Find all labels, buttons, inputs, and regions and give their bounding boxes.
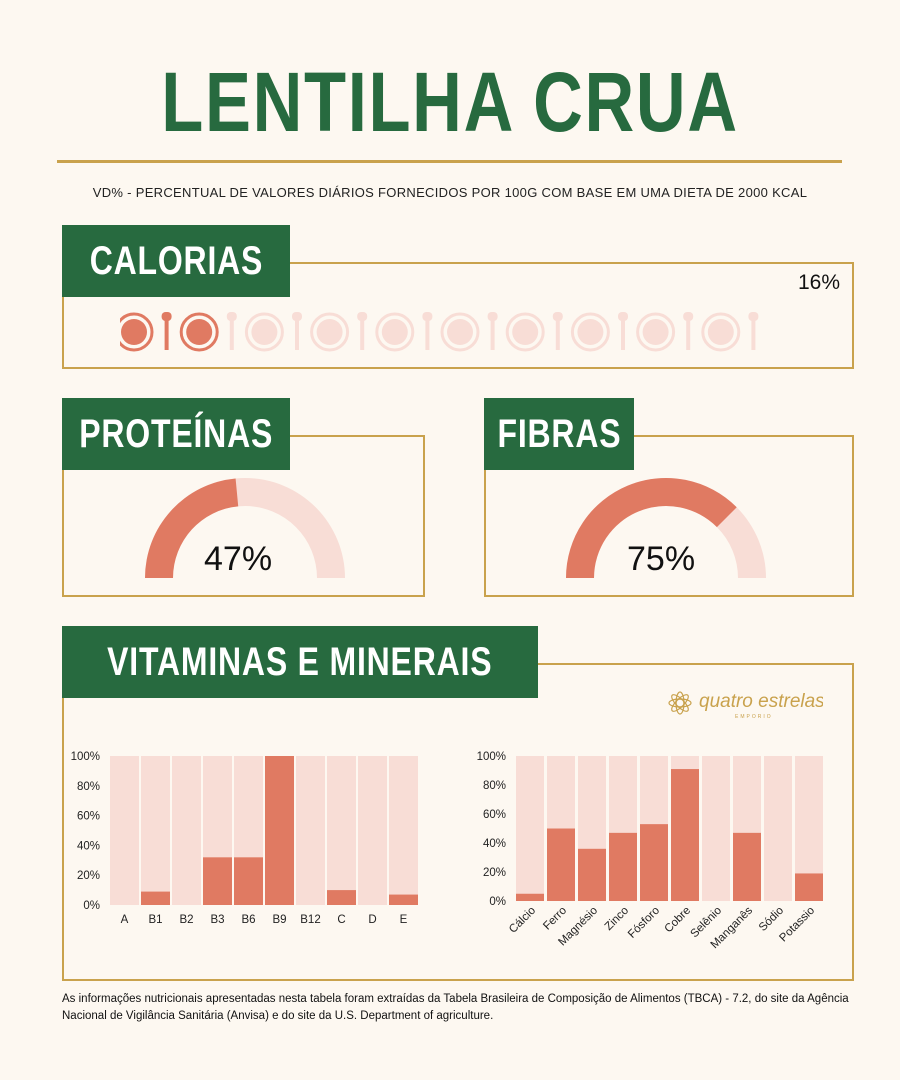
y-tick-label: 60% — [483, 809, 506, 821]
plate-icon — [487, 312, 498, 350]
bar-track — [327, 756, 356, 905]
fibras-label: FIBRAS — [484, 398, 634, 470]
bar — [609, 832, 637, 901]
subtitle: VD% - PERCENTUAL DE VALORES DIÁRIOS FORN… — [92, 185, 808, 200]
proteinas-percent: 47% — [204, 540, 273, 578]
logo-text: quatro estrelas — [699, 691, 823, 712]
x-tick-label: B1 — [148, 914, 162, 926]
plate-icon — [683, 312, 694, 350]
plate-icon — [375, 312, 415, 352]
bar-track — [296, 756, 325, 905]
bar-track — [110, 756, 139, 905]
x-tick-label: A — [121, 914, 129, 926]
bar-track — [141, 756, 170, 905]
footer-source-note: As informações nutricionais apresentadas… — [62, 993, 849, 1022]
x-tick-label: B3 — [210, 914, 224, 926]
bar — [389, 894, 418, 905]
x-tick-label: Fósforo — [626, 905, 662, 941]
fibras-box — [484, 435, 854, 597]
x-tick-label: D — [368, 914, 376, 926]
bar — [203, 857, 232, 905]
plate-icon — [505, 312, 545, 352]
bar — [516, 893, 544, 901]
bar — [547, 828, 575, 901]
x-tick-label: Cálcio — [507, 905, 538, 936]
bar — [578, 848, 606, 901]
bar-track — [516, 756, 544, 901]
bar-track — [702, 756, 730, 901]
vitaminas-label: VITAMINAS E MINERAIS — [62, 626, 538, 698]
calorias-box — [62, 262, 854, 369]
plate-icon — [701, 312, 741, 352]
bar-track — [764, 756, 792, 901]
x-tick-label: C — [337, 914, 345, 926]
y-tick-label: 0% — [83, 900, 100, 912]
bar — [671, 769, 699, 901]
bar — [640, 824, 668, 901]
page-title: LENTILHA CRUA — [161, 55, 739, 149]
bar-track — [172, 756, 201, 905]
proteinas-label: PROTEÍNAS — [62, 398, 290, 470]
quatro-estrelas-logo: quatro estrelas EMPORIO — [668, 691, 823, 720]
gauge-fill — [145, 478, 239, 578]
proteinas-gauge — [145, 478, 345, 578]
y-tick-label: 100% — [477, 751, 506, 763]
y-tick-label: 100% — [71, 751, 100, 763]
bar — [234, 857, 263, 905]
plate-icon — [244, 312, 284, 352]
plate-icon — [636, 312, 676, 352]
x-tick-label: B2 — [179, 914, 193, 926]
x-tick-label: Sódio — [757, 905, 786, 934]
y-tick-label: 20% — [77, 870, 100, 882]
calorias-plate-icons — [120, 312, 759, 352]
x-tick-label: B6 — [241, 914, 255, 926]
vitaminas-chart: 0% 20% 40% 60% 80% 100% A B1 B2 B3 B6 B9 B12 C D E — [71, 751, 418, 926]
plate-icon — [357, 312, 368, 350]
y-tick-label: 40% — [483, 838, 506, 850]
y-tick-label: 20% — [483, 867, 506, 879]
fibras-gauge — [566, 478, 766, 578]
bar — [265, 756, 294, 905]
calorias-percent: 16% — [798, 271, 841, 294]
bar — [141, 891, 170, 905]
bar — [795, 873, 823, 901]
plate-icon — [179, 312, 219, 352]
logo-subtext: EMPORIO — [735, 714, 773, 720]
x-tick-label: Zinco — [603, 905, 631, 933]
plate-icon — [552, 312, 563, 350]
bar — [733, 832, 761, 901]
bar — [327, 890, 356, 905]
plate-icon — [292, 312, 302, 350]
plate-icon — [570, 312, 610, 352]
title-divider — [57, 160, 842, 163]
x-tick-label: B12 — [300, 914, 320, 926]
plate-icon — [310, 312, 350, 352]
plate-icon — [422, 312, 433, 350]
plate-icon — [618, 312, 628, 350]
x-tick-label: B9 — [272, 914, 286, 926]
gauge-fill — [566, 478, 737, 578]
y-tick-label: 80% — [77, 781, 100, 793]
x-tick-label: Ferro — [541, 905, 569, 933]
fibras-percent: 75% — [627, 540, 696, 578]
plate-icon — [748, 312, 759, 350]
x-tick-label: E — [400, 914, 408, 926]
y-tick-label: 0% — [489, 896, 506, 908]
y-tick-label: 80% — [483, 780, 506, 792]
plate-icon — [440, 312, 480, 352]
calorias-label: CALORIAS — [62, 225, 290, 297]
plate-icon — [120, 312, 154, 352]
bar-track — [389, 756, 418, 905]
y-tick-label: 60% — [77, 811, 100, 823]
flower-icon — [668, 691, 692, 715]
bar-track — [358, 756, 387, 905]
plate-icon — [226, 312, 237, 350]
plate-icon — [161, 312, 172, 350]
y-tick-label: 40% — [77, 840, 100, 852]
